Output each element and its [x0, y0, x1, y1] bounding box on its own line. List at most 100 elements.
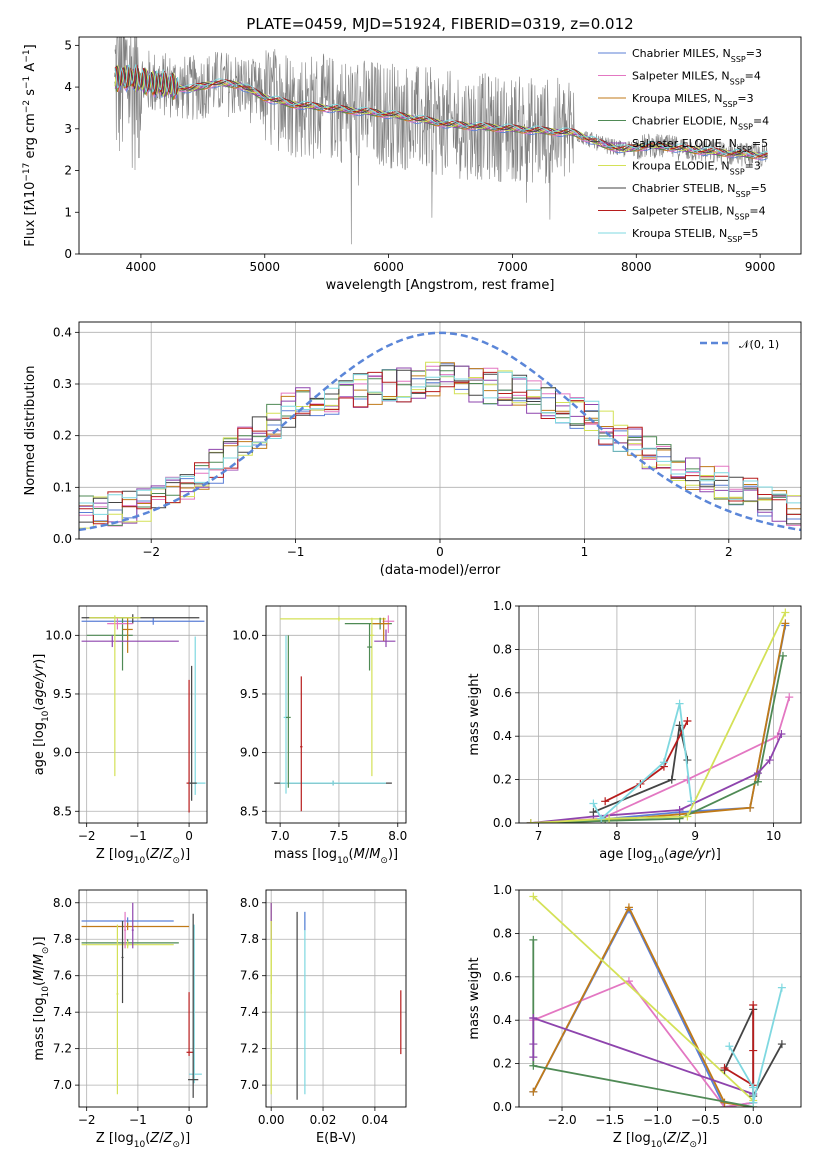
y-tick-label: 3	[64, 122, 72, 136]
x-tick-label: 4000	[126, 260, 157, 274]
x-tick-label: 0.02	[310, 1113, 337, 1127]
y-tick-label: 8.0	[240, 896, 259, 910]
x-axis-label: age [log10(age/yr)]	[599, 847, 721, 866]
y-tick-label: 9.0	[53, 746, 72, 760]
weight-marker	[624, 903, 633, 912]
y-tick-label: 8.5	[53, 804, 72, 818]
x-axis-label: Z [log10(Z/Z⊙)]	[613, 1131, 707, 1150]
plot-area	[79, 890, 207, 1107]
y-tick-label: 9.5	[53, 687, 72, 701]
weight-line-7	[604, 720, 689, 803]
spectrum-panel: 4000 5000 6000 7000 8000 9000 0 1 2 3 4 5 wavelength…	[22, 15, 802, 293]
y-tick-label: 10.0	[232, 628, 259, 642]
x-axis-label: Z [log10(Z/Z⊙)]	[96, 1131, 190, 1150]
legend-entry: Kroupa MILES, NSSP=3	[632, 92, 754, 109]
y-tick-label: 0.4	[493, 729, 512, 743]
mass-vs-ebv-panel: 0.00 0.02 0.04 7.0 7.2 7.4 7.6 7.8 8.0 E(B-V)	[240, 889, 407, 1146]
weight-vs-metallicity-panel: −2.0 −1.5 −1.0 −0.5 0.0 0.0 0.2 0.4 0.6 0.8 1.0 Z […	[467, 883, 802, 1150]
plot-contents	[79, 890, 207, 1107]
plot-contents	[114, 37, 768, 245]
x-tick-label: 10	[766, 829, 781, 843]
plot-contents	[266, 890, 406, 1107]
normal-curve	[79, 331, 801, 532]
weight-line-6	[593, 725, 689, 813]
weight-marker	[781, 608, 790, 617]
x-tick-label: 9000	[745, 260, 776, 274]
legend-entry: Salpeter ELODIE, NSSP=5	[632, 137, 768, 154]
axes-frame	[78, 321, 802, 540]
weight-line-5	[532, 895, 754, 1102]
axes-frame	[78, 605, 208, 824]
weight-marker	[529, 1087, 538, 1096]
weight-marker	[778, 651, 787, 660]
y-tick-label: 10.0	[45, 628, 72, 642]
y-axis-label: Normed distribution	[23, 366, 38, 496]
weight-marker	[529, 1040, 538, 1049]
plot-area	[266, 890, 406, 1107]
y-tick-label: 9.5	[240, 687, 259, 701]
x-tick-label: 7.0	[271, 829, 290, 843]
legend-entry: Chabrier MILES, NSSP=3	[632, 47, 762, 64]
weight-marker	[667, 775, 676, 784]
weight-marker	[675, 805, 684, 814]
x-tick-label: 0.04	[362, 1113, 389, 1127]
weight-marker	[529, 1014, 538, 1023]
axes-frame	[78, 36, 802, 255]
weight-marker	[529, 1061, 538, 1070]
y-tick-label: 8.0	[53, 896, 72, 910]
y-tick-label: 8.5	[240, 804, 259, 818]
weight-marker	[753, 769, 762, 778]
x-tick-label: 0.0	[744, 1113, 763, 1127]
y-tick-label: 0.8	[493, 642, 512, 656]
y-tick-label: 0.6	[493, 686, 512, 700]
model-line-2	[114, 64, 768, 159]
y-tick-label: 1.0	[493, 599, 512, 613]
model-line-8	[114, 64, 768, 156]
weight-marker	[683, 775, 692, 784]
x-axis-label: mass [log10(M/M⊙)]	[274, 847, 398, 866]
x-tick-label: −2	[78, 1113, 96, 1127]
x-axis-label: wavelength [Angstrom, rest frame]	[326, 278, 555, 293]
weight-marker	[526, 819, 535, 823]
x-tick-label: 0	[436, 545, 444, 559]
plot-area	[79, 606, 207, 823]
plot-area	[266, 606, 406, 823]
y-tick-label: 7.2	[53, 1042, 72, 1056]
plot-area	[519, 606, 801, 823]
x-tick-label: 6000	[373, 260, 404, 274]
model-line-4	[114, 65, 768, 158]
plot-contents	[519, 890, 801, 1107]
weight-marker	[529, 1053, 538, 1062]
y-tick-label: 0.0	[493, 816, 512, 830]
weight-marker	[683, 812, 692, 821]
weight-vs-age-panel: 7 8 9 10 0.0 0.2 0.4 0.6 0.8 1.0 age [log10(age/yr…	[467, 599, 802, 866]
weight-line-7	[724, 1005, 755, 1087]
y-tick-label: 0.4	[53, 325, 72, 339]
x-tick-label: 0	[185, 829, 193, 843]
weight-marker	[597, 814, 606, 823]
y-tick-label: 4	[64, 80, 72, 94]
y-tick-label: 1	[64, 205, 72, 219]
x-tick-label: 0	[185, 1113, 193, 1127]
weight-marker	[683, 717, 692, 726]
y-tick-label: 7.4	[53, 1005, 72, 1019]
legend-entry: 𝒩(0, 1)	[739, 338, 779, 351]
x-tick-label: −1	[287, 545, 305, 559]
axes-frame	[518, 889, 802, 1108]
y-tick-label: 0.3	[53, 377, 72, 391]
weight-line-0	[532, 907, 754, 1107]
weight-line-3	[530, 655, 784, 823]
y-axis-label: mass [log10(M/M⊙)]	[32, 936, 51, 1060]
weight-marker	[781, 619, 790, 628]
weight-marker	[753, 777, 762, 786]
legend-entry: Salpeter MILES, NSSP=4	[632, 70, 761, 87]
x-tick-label: −2	[78, 829, 96, 843]
weight-marker	[675, 699, 684, 708]
legend-entry: Kroupa STELIB, NSSP=5	[632, 227, 758, 244]
age-vs-mass-panel: 7.0 7.5 8.0 8.5 9.0 9.5 10.0 mass [log10(M/M⊙)]	[232, 605, 407, 866]
weight-line-8	[728, 987, 783, 1103]
histogram-step-7	[79, 371, 801, 525]
y-tick-label: 0.8	[493, 926, 512, 940]
histogram-step-8	[79, 371, 801, 515]
weight-marker	[659, 758, 668, 767]
